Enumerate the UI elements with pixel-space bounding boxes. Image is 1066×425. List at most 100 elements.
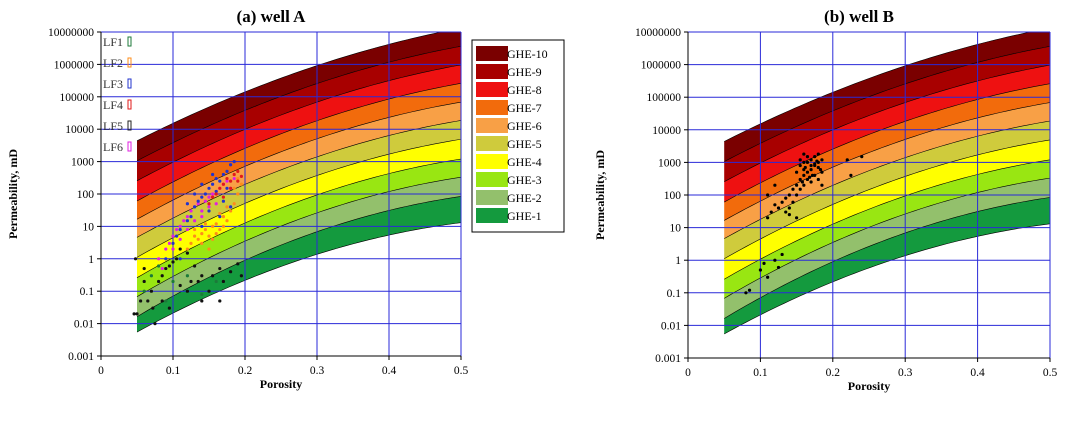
- a-data-point: [185, 251, 189, 255]
- a-facies-marker-lf6: [127, 141, 132, 152]
- a-data-point: [196, 279, 200, 284]
- a-band-boundary: [136, 138, 461, 258]
- a-data-point: [164, 266, 168, 271]
- a-data-point: [171, 260, 175, 264]
- a-data-point: [229, 270, 233, 274]
- a-data-point: [214, 176, 218, 181]
- a-data-point: [211, 224, 215, 228]
- b-band-ghe-9: [724, 46, 1050, 182]
- a-data-point: [178, 247, 182, 251]
- a-data-point: [185, 227, 189, 232]
- a-data-point: [232, 186, 236, 190]
- a-data-point: [160, 266, 164, 271]
- a-data-point: [214, 222, 218, 226]
- b-y-tick-label: 1: [675, 255, 681, 267]
- b-data-point: [795, 183, 799, 187]
- a-data-point: [203, 199, 207, 203]
- b-band-boundary: [724, 223, 1050, 335]
- a-data-point: [200, 231, 204, 236]
- a-data-point: [193, 205, 197, 209]
- a-band-ghe-9: [137, 46, 461, 181]
- a-data-point: [232, 176, 236, 181]
- a-legend-swatch-ghe-2: [476, 190, 508, 205]
- a-band-ghe-6: [137, 102, 461, 238]
- a-data-point: [207, 234, 211, 238]
- a-data-point: [211, 192, 215, 196]
- b-band-boundary: [724, 120, 1050, 239]
- a-y-tick-label: 1000: [71, 157, 94, 169]
- a-data-point: [229, 179, 233, 183]
- a-legend-label-ghe-7: GHE-7: [507, 101, 542, 115]
- a-data-point: [178, 224, 182, 228]
- a-data-point: [218, 266, 222, 271]
- b-data-point: [820, 183, 824, 187]
- a-data-point: [229, 163, 233, 167]
- a-data-point: [225, 169, 229, 173]
- a-data-point: [133, 257, 138, 261]
- b-data-point: [816, 152, 820, 156]
- a-data-point: [193, 192, 197, 196]
- a-data-point: [200, 215, 204, 219]
- b-band-ghe-8: [724, 65, 1050, 203]
- a-data-point: [218, 227, 222, 232]
- a-legend-label-ghe-3: GHE-3: [507, 173, 542, 187]
- a-data-point: [178, 227, 182, 232]
- a-data-point: [239, 274, 243, 278]
- a-band-boundary: [136, 64, 461, 182]
- a-x-axis-label: Porosity: [260, 377, 302, 391]
- a-data-point: [236, 179, 240, 183]
- a-x-tick-label: 0.1: [166, 365, 181, 377]
- b-band-boundary: [724, 64, 1050, 182]
- a-x-tick-label: 0.5: [454, 365, 469, 377]
- a-data-point: [218, 215, 222, 219]
- a-data-point: [160, 299, 164, 303]
- a-data-point: [200, 299, 204, 303]
- b-data-point: [849, 173, 853, 177]
- a-data-point: [167, 241, 171, 245]
- b-data-point: [802, 152, 806, 156]
- a-data-point: [171, 234, 175, 238]
- b-data-point: [766, 193, 770, 197]
- a-data-point: [211, 172, 215, 177]
- b-data-point: [805, 160, 810, 164]
- a-data-point: [221, 195, 225, 199]
- b-data-point: [813, 155, 817, 159]
- a-data-point: [218, 211, 222, 216]
- a-band-ghe-5: [137, 120, 461, 258]
- a-band-boundary: [136, 196, 461, 317]
- a-data-point: [203, 192, 207, 196]
- a-legend-swatch-ghe-10: [476, 46, 508, 61]
- a-data-point: [214, 192, 218, 196]
- a-facies-label-lf1: LF1: [103, 35, 123, 49]
- b-data-point: [800, 180, 804, 184]
- a-data-point: [132, 312, 136, 316]
- a-y-tick-label: 100: [77, 189, 95, 201]
- b-data-point: [747, 288, 752, 292]
- b-data-point: [773, 258, 777, 262]
- a-data-point: [200, 292, 204, 296]
- a-data-point: [157, 279, 161, 284]
- a-data-point: [229, 205, 233, 209]
- a-data-point: [160, 274, 164, 278]
- b-band-ghe-7: [724, 83, 1050, 221]
- a-data-point: [189, 279, 193, 284]
- b-data-point: [809, 180, 813, 184]
- b-data-point: [773, 183, 777, 187]
- a-legend-swatch-ghe-4: [476, 154, 508, 169]
- b-y-tick-label: 10: [670, 223, 682, 235]
- b-data-point: [758, 268, 763, 272]
- a-data-point: [200, 274, 204, 278]
- a-bands: [136, 32, 461, 333]
- b-x-tick-label: 0.1: [753, 367, 768, 379]
- a-data-point: [214, 231, 218, 236]
- b-data-point: [776, 265, 781, 270]
- a-y-axis-label: Permeability, mD: [6, 149, 20, 239]
- a-legend-label-ghe-5: GHE-5: [507, 137, 542, 151]
- b-data-point: [813, 162, 817, 166]
- a-data-point: [221, 224, 225, 228]
- a-data-point: [171, 279, 175, 284]
- a-legend-label-ghe-2: GHE-2: [507, 191, 542, 205]
- a-band-boundary: [136, 101, 461, 220]
- a-data-point: [200, 195, 204, 199]
